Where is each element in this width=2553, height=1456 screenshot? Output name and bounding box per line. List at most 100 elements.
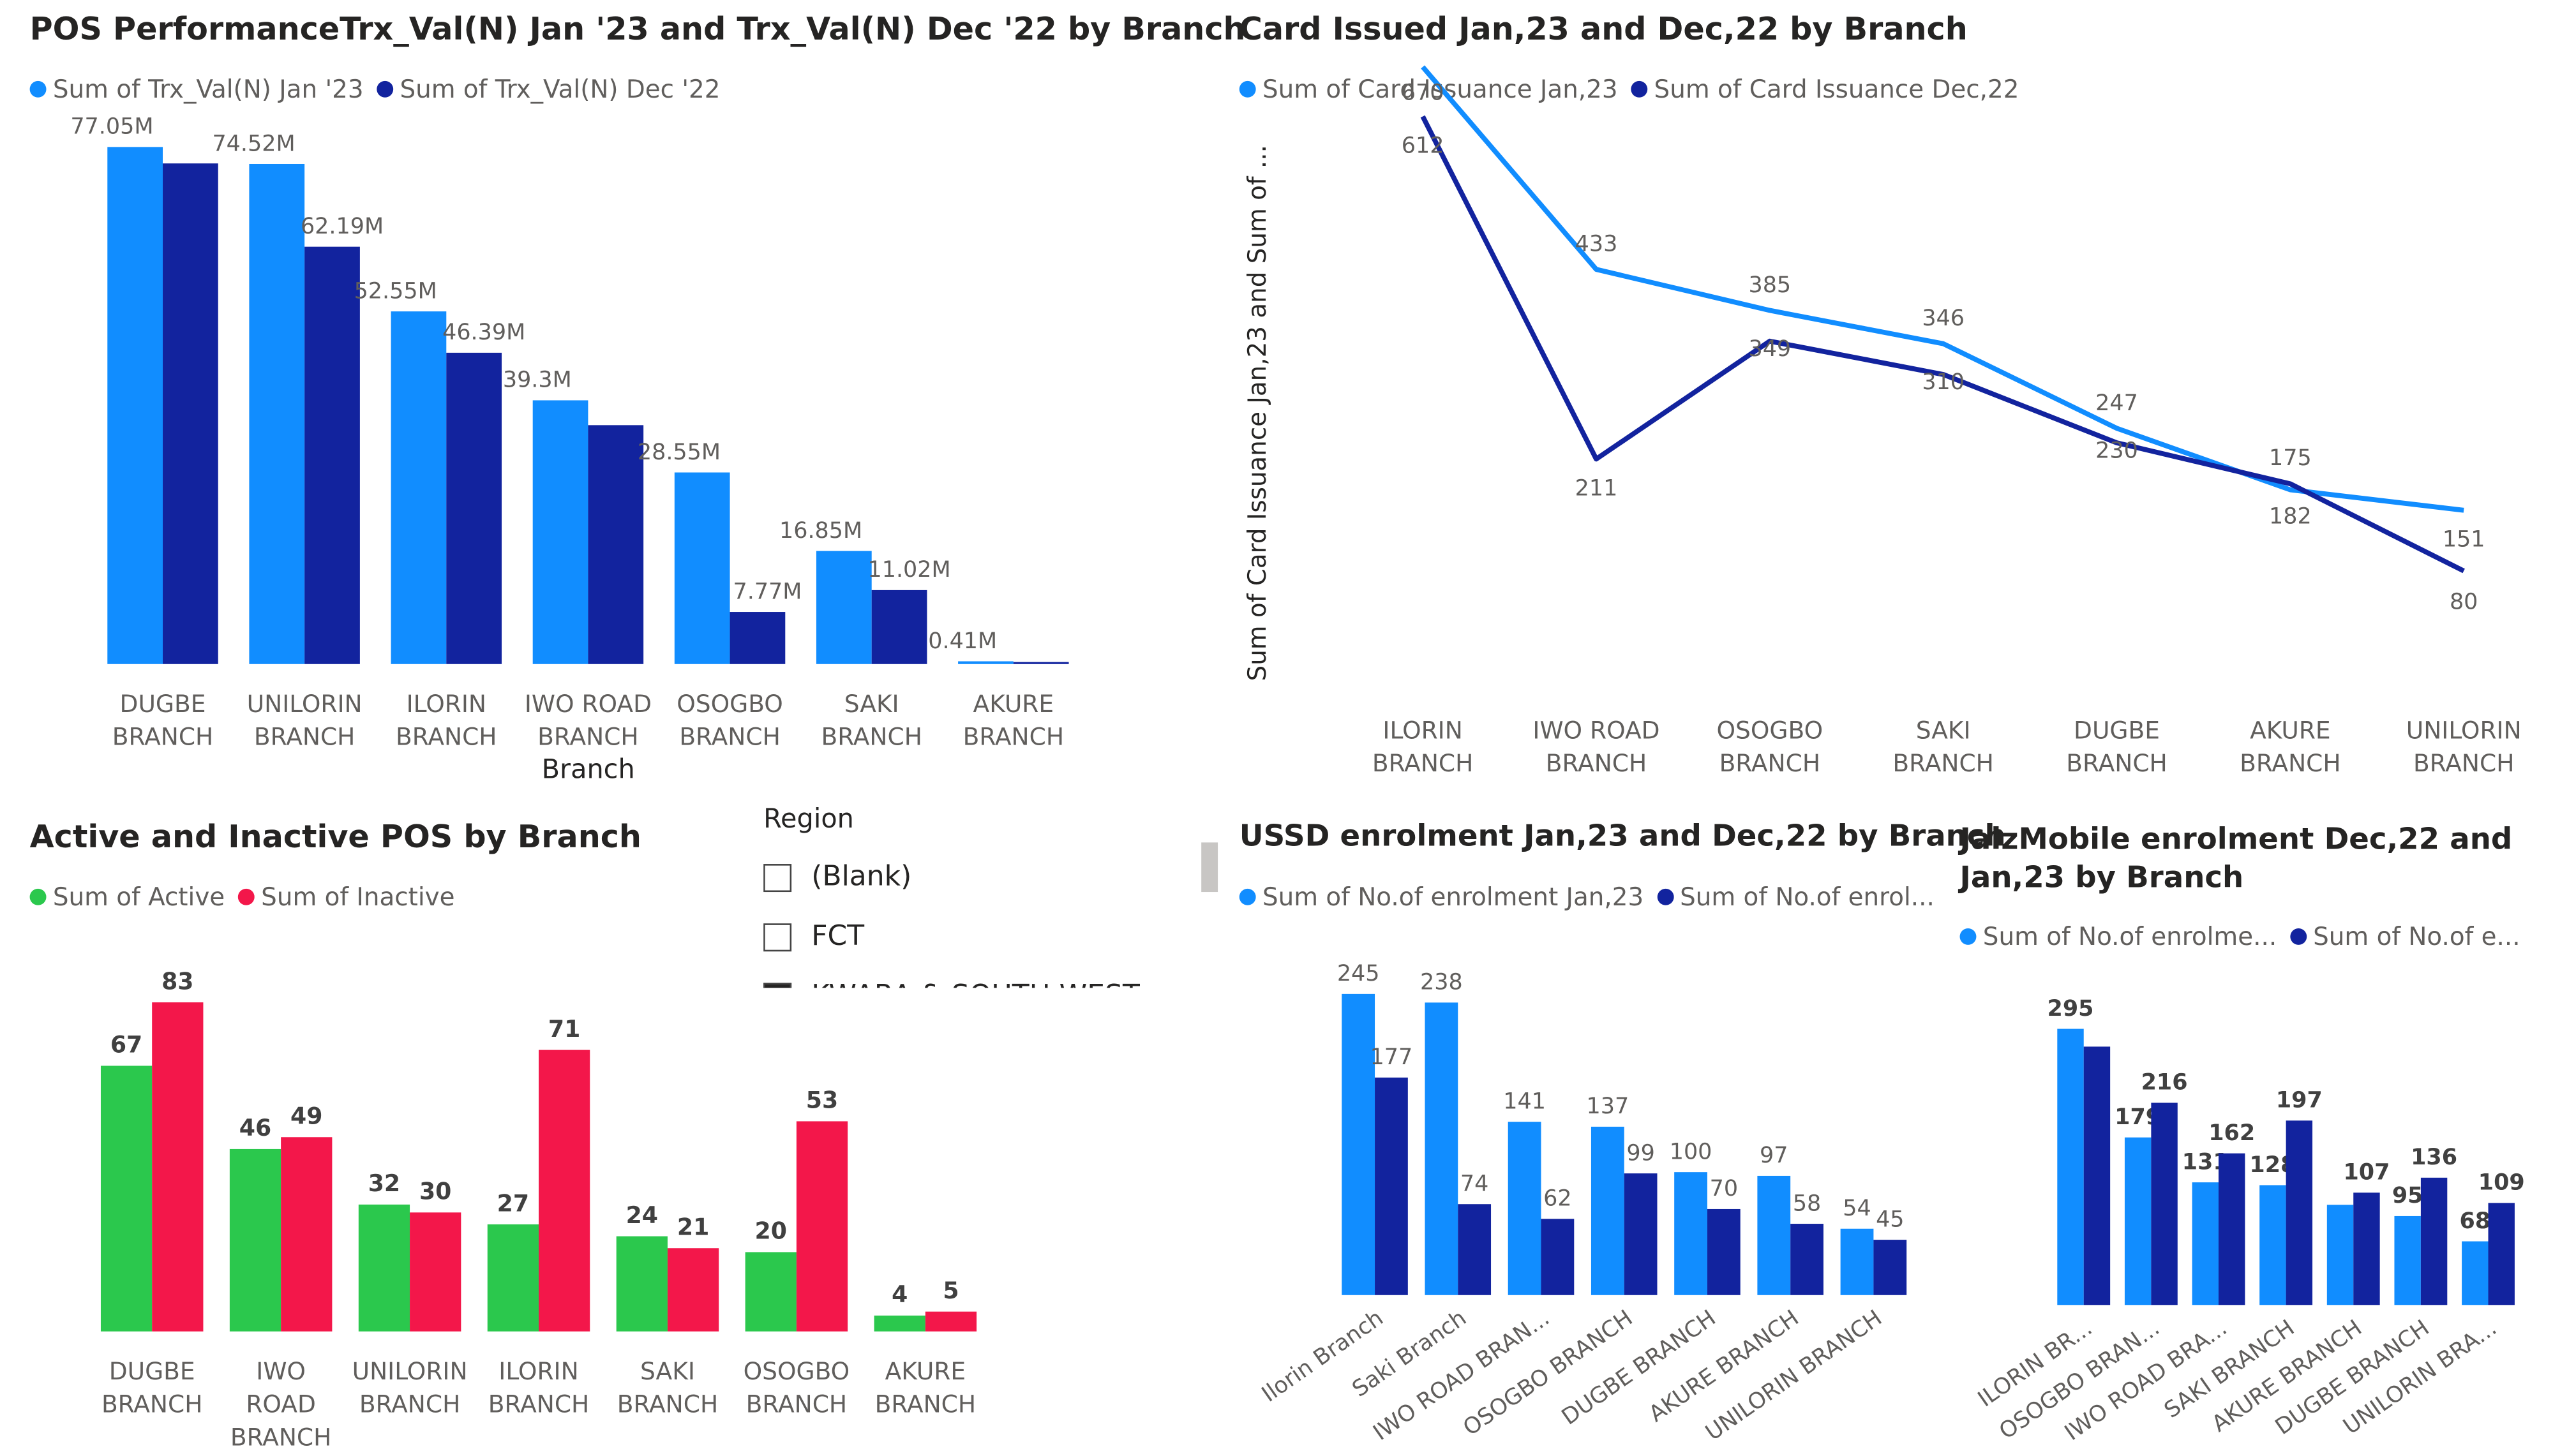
bar: [2462, 1241, 2489, 1305]
bar: [358, 1204, 410, 1332]
series-line: [1420, 115, 2465, 574]
bar: [1508, 1122, 1541, 1295]
data-label: 245: [1337, 961, 1380, 986]
legend-item-dec[interactable]: Sum of Trx_Val(N) Dec '22: [377, 74, 721, 105]
data-label: 39.3M: [503, 368, 572, 393]
tick-label: IWO ROAD BRANCH: [1532, 716, 1659, 777]
data-label: 141: [1503, 1088, 1546, 1114]
active-inactive-title: Active and Inactive POS by Branch: [29, 819, 641, 856]
tick-label: ILORIN BRANCH: [1372, 716, 1473, 777]
slicer-option-kwara[interactable]: KWARA & SOUTH WEST: [763, 967, 1209, 988]
card-issued-chart: Sum of Card Issuance Jan,23 and Sum of .…: [1243, 65, 2522, 777]
tick-label: AKURE BRANCH: [963, 690, 1064, 751]
data-label: 385: [1748, 272, 1791, 298]
bar: [2326, 1205, 2354, 1305]
data-label: 99: [1626, 1140, 1654, 1166]
data-label: 136: [2411, 1145, 2457, 1170]
legend-dot-icon: [2289, 928, 2307, 945]
data-label: 211: [1575, 475, 1618, 501]
x-axis-title: Branch: [542, 754, 635, 784]
slicer-option-label: FCT: [811, 920, 865, 953]
data-label: 20: [755, 1217, 787, 1245]
data-label: 70: [1710, 1176, 1738, 1201]
bar: [1757, 1175, 1791, 1295]
legend-item-jan[interactable]: Sum of No.of enrolme...: [1959, 921, 2277, 952]
slicer-option-fct[interactable]: FCT: [763, 907, 1209, 966]
bar: [1790, 1224, 1823, 1295]
pos-performance-legend: Sum of Trx_Val(N) Jan '23 Sum of Trx_Val…: [29, 74, 734, 105]
data-label: 58: [1793, 1191, 1821, 1216]
data-label: 7.77M: [733, 579, 802, 604]
active-inactive-chart: 67 83 DUGBE BRANCH 46 49 IWO ROAD BRANCH 32 30 UNIL…: [100, 967, 977, 1452]
legend-dot-icon: [1631, 80, 1648, 98]
ussd-title: USSD enrolment Jan,23 and Dec,22 by Bran…: [1239, 819, 2006, 854]
jaiz-legend: Sum of No.of enrolme... Sum of No.of e..…: [1959, 921, 2534, 952]
slicer-option-label: KWARA & SOUTH WEST: [811, 979, 1140, 988]
bar: [487, 1224, 539, 1332]
legend-item-dec[interactable]: Sum of Card Issuance Dec,22: [1631, 74, 2019, 105]
data-label: 295: [2048, 996, 2094, 1021]
tick-label: SAKI BRANCH: [1892, 716, 1993, 777]
data-label: 83: [161, 967, 193, 995]
tick-label: DUGBE BRANCH: [2066, 716, 2167, 777]
checkbox-icon[interactable]: [763, 863, 792, 891]
legend-item-dec[interactable]: Sum of No.of enrol...: [1656, 882, 1935, 912]
bar: [2192, 1182, 2219, 1305]
data-label: 49: [290, 1103, 322, 1130]
checkbox-checked-icon[interactable]: [763, 982, 792, 988]
tick-label: DUGBE BRANCH: [112, 690, 213, 751]
tick-label: UNILORIN BRANCH: [247, 690, 363, 751]
data-label: 74: [1460, 1171, 1488, 1197]
bar: [391, 311, 447, 664]
tick-label: IWO ROAD BRANCH: [230, 1357, 331, 1452]
legend-dot-icon: [1239, 888, 1256, 905]
bar: [152, 1002, 204, 1332]
data-label: 0.41M: [928, 628, 997, 654]
bar: [730, 612, 786, 664]
slicer-option-label: (Blank): [811, 860, 912, 894]
data-label: 16.85M: [779, 518, 862, 544]
legend-item-dec[interactable]: Sum of No.of e...: [2289, 922, 2520, 951]
bar: [1458, 1204, 1492, 1295]
bar: [304, 246, 360, 664]
legend-label: Sum of Trx_Val(N) Dec '22: [400, 74, 721, 105]
data-label: 68: [2459, 1208, 2490, 1234]
data-label: 77.05M: [70, 114, 153, 140]
slicer-scrollbar[interactable]: [1201, 842, 1218, 893]
data-label: 46: [239, 1114, 271, 1141]
region-slicer: Region (Blank) FCT KWARA & SOUTH WEST: [763, 803, 1209, 988]
data-label: 71: [548, 1015, 580, 1043]
legend-item-jan[interactable]: Sum of No.of enrolment Jan,23: [1239, 882, 1643, 912]
bar: [674, 472, 730, 664]
bar: [1342, 993, 1375, 1295]
bar: [1425, 1002, 1458, 1295]
bar: [2488, 1203, 2515, 1305]
jaiz-title: JaizMobile enrolment Dec,22 and Jan,23 b…: [1959, 822, 2513, 896]
slicer-option-blank[interactable]: (Blank): [763, 847, 1209, 907]
bar: [1375, 1077, 1408, 1295]
bar: [2286, 1120, 2313, 1305]
pos-performance-chart: 77.05M DUGBE BRANCH 74.52M 62.19M UNILORIN BRA…: [70, 114, 1069, 784]
bar: [1840, 1228, 1874, 1295]
legend-label: Sum of Card Issuance Dec,22: [1654, 74, 2019, 105]
checkbox-icon[interactable]: [763, 922, 792, 951]
series-line: [1421, 65, 2464, 513]
tick-label: DUGBE BRANCH: [101, 1357, 202, 1418]
bar: [100, 1066, 153, 1332]
legend-item-active[interactable]: Sum of Active: [29, 882, 225, 912]
data-label: 62: [1543, 1186, 1571, 1212]
legend-label: Sum of No.of enrolme...: [1982, 921, 2277, 952]
data-label: 67: [110, 1031, 142, 1059]
data-label: 177: [1370, 1044, 1413, 1070]
legend-item-inactive[interactable]: Sum of Inactive: [237, 882, 455, 912]
data-label: 4: [892, 1281, 908, 1308]
bar: [410, 1212, 461, 1332]
bar: [2083, 1046, 2111, 1305]
active-inactive-legend: Sum of Active Sum of Inactive: [29, 882, 468, 912]
tick-label: OSOGBO BRANCH: [744, 1357, 850, 1418]
legend-item-jan[interactable]: Sum of Trx_Val(N) Jan '23: [29, 75, 364, 104]
tick-label: ILORIN BRANCH: [488, 1357, 589, 1418]
card-issued-title: Card Issued Jan,23 and Dec,22 by Branch: [1239, 11, 1968, 48]
